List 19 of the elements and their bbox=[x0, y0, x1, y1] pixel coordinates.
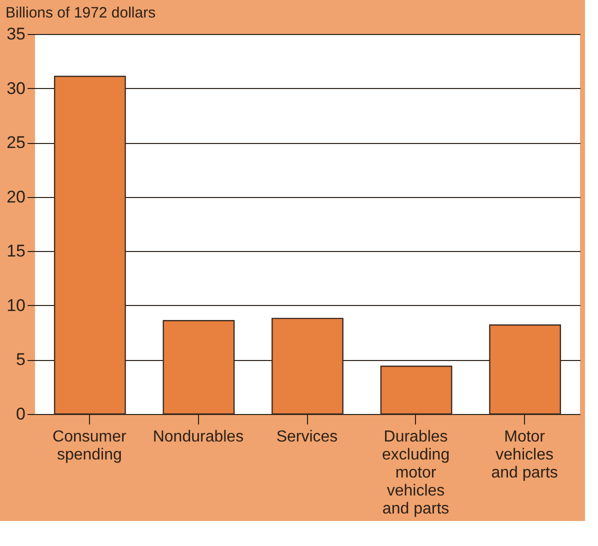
y-tick-label: 15 bbox=[6, 242, 26, 261]
y-tick-label: 30 bbox=[6, 78, 26, 98]
y-tick-label: 5 bbox=[16, 350, 26, 370]
y-tick-label: 25 bbox=[6, 133, 26, 152]
x-tick-label: Consumer spending bbox=[52, 428, 128, 464]
x-tick-label: Services bbox=[276, 428, 338, 446]
y-tick-label: 10 bbox=[6, 296, 26, 315]
bar bbox=[380, 366, 452, 415]
y-tick-label: 35 bbox=[6, 24, 26, 44]
x-tick-label: Durables excluding motor vehicles and parts bbox=[382, 428, 450, 518]
bar bbox=[54, 76, 126, 415]
bar bbox=[162, 320, 235, 415]
y-axis-title: Billions of 1972 dollars bbox=[6, 4, 156, 22]
y-tick-label: 0 bbox=[16, 404, 26, 424]
x-tick-label: Motor vehicles and parts bbox=[491, 428, 558, 482]
y-tick-label: 20 bbox=[6, 187, 26, 206]
bar bbox=[272, 318, 344, 415]
bar bbox=[489, 324, 562, 415]
x-tick-label: Nondurables bbox=[152, 428, 244, 446]
